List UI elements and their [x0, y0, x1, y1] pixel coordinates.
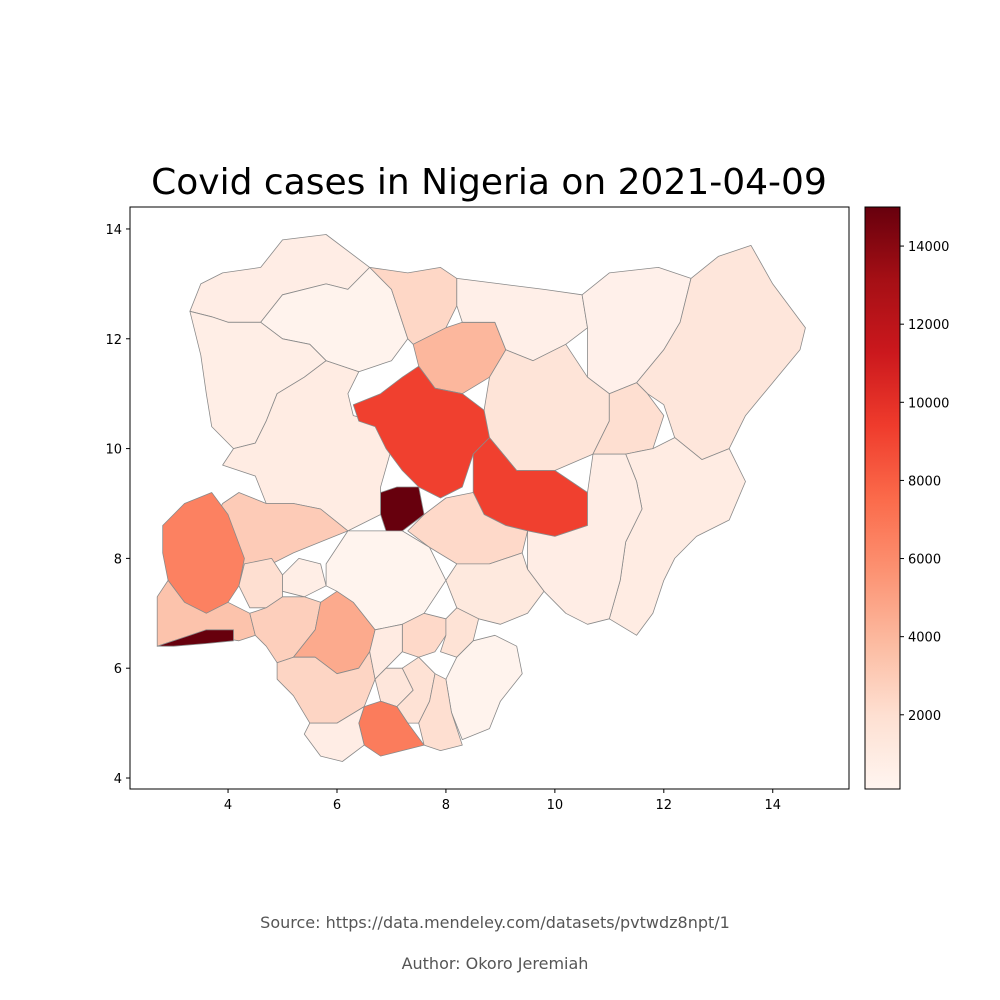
colorbar-ticks: 2000 4000 6000 8000 10000 12000 14000	[900, 240, 949, 724]
colorbar-tick-label: 14000	[908, 240, 949, 255]
x-tick-label: 8	[442, 798, 450, 813]
y-tick-label: 8	[114, 552, 122, 567]
colorbar-tick-label: 2000	[908, 709, 941, 724]
x-axis: 4 6 8 10 12 14	[224, 789, 781, 813]
y-tick-label: 10	[105, 443, 122, 458]
author-note: Author: Okoro Jeremiah	[401, 954, 589, 973]
region-bayelsa	[303, 706, 365, 762]
region-benue	[445, 552, 545, 625]
colorbar-tick-label: 4000	[908, 631, 941, 646]
y-tick-label: 6	[114, 662, 122, 677]
x-tick-label: 10	[547, 798, 564, 813]
region-enugu	[401, 612, 447, 658]
map-axes-frame	[129, 206, 850, 790]
colorbar	[864, 206, 901, 790]
region-katsina	[369, 266, 458, 345]
colorbar-tick-label: 8000	[908, 474, 941, 489]
map-regions	[156, 234, 806, 762]
colorbar-tick-label: 10000	[908, 396, 949, 411]
region-oyo	[162, 492, 245, 614]
x-tick-label: 12	[656, 798, 673, 813]
region-lagos	[156, 629, 234, 647]
y-tick-label: 4	[114, 772, 122, 787]
region-taraba	[527, 453, 643, 625]
x-tick-label: 6	[333, 798, 341, 813]
y-tick-label: 12	[105, 333, 122, 348]
x-tick-label: 4	[224, 798, 232, 813]
source-note: Source: https://data.mendeley.com/datase…	[260, 913, 730, 932]
colorbar-tick-label: 12000	[908, 318, 949, 333]
x-tick-label: 14	[764, 798, 781, 813]
chart-title: Covid cases in Nigeria on 2021-04-09	[151, 162, 827, 203]
colorbar-tick-label: 6000	[908, 553, 941, 568]
region-nasarawa	[407, 492, 528, 565]
y-axis: 4 6 8 10 12 14	[105, 223, 130, 787]
y-tick-label: 14	[105, 223, 122, 238]
region-akwa-ibom	[418, 673, 463, 751]
